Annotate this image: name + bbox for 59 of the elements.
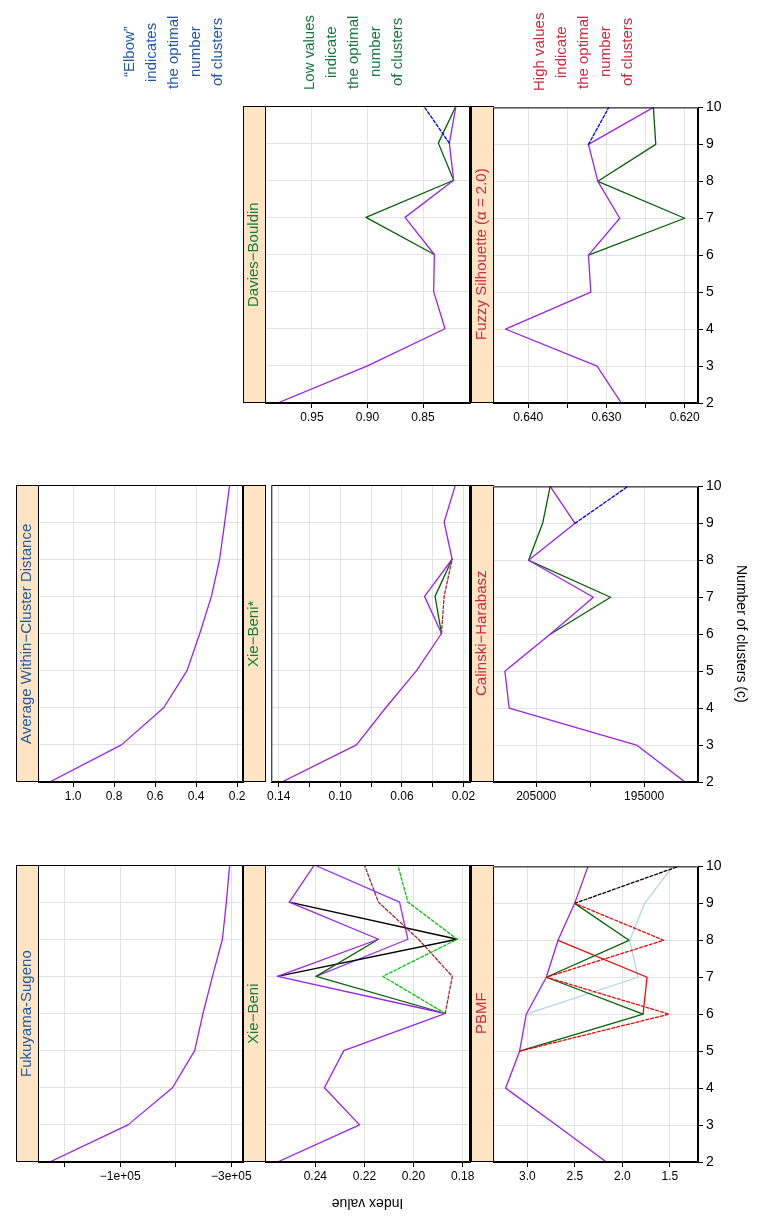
y-tick-label: 5	[706, 662, 714, 679]
x-tick-label: 195000	[624, 788, 665, 803]
x-axis-title: Index value	[330, 1196, 405, 1212]
x-tick-label: 0.6	[146, 788, 164, 803]
x-tick-label: 0.640	[513, 409, 544, 424]
x-tick-label: 2.0	[614, 1168, 632, 1183]
x-tick-label: 0.22	[352, 1168, 377, 1183]
y-tick-label: 2	[706, 772, 714, 789]
y-tick-label: 2	[706, 1152, 714, 1169]
y-tick-label: 9	[706, 514, 714, 531]
x-tick-label: 0.8	[105, 788, 123, 803]
y-tick-label: 6	[706, 625, 714, 642]
y-tick-label: 8	[706, 551, 714, 568]
text: “Elbow” indicates the optimal number of clusters	[119, 14, 226, 91]
y-tick-label: 6	[706, 1005, 714, 1022]
x-tick-label: 0.4	[187, 788, 205, 803]
x-tick-label: 0.85	[411, 409, 436, 424]
x-tick-label: −1e+05	[99, 1168, 141, 1183]
y-tick-label: 3	[706, 1115, 714, 1132]
y-tick-label: 8	[706, 931, 714, 948]
y-tick-label: 9	[706, 894, 714, 911]
x-tick-label: 0.24	[303, 1168, 328, 1183]
y-tick-label: 5	[706, 1042, 714, 1059]
x-tick-label: 0.630	[591, 409, 622, 424]
y-tick-label: 8	[706, 172, 714, 189]
y-tick-label: 4	[706, 698, 714, 715]
x-tick-label: 0.20	[401, 1168, 426, 1183]
y-tick-label: 4	[706, 319, 714, 336]
y-tick-label: 9	[706, 135, 714, 152]
x-tick-label: −3e+05	[210, 1168, 253, 1183]
x-tick-label: 2.5	[566, 1168, 584, 1183]
y-tick-label: 6	[706, 246, 714, 263]
text: Low values indicate the optimal number of clusters	[299, 13, 406, 92]
y-axis-title: Number of clusters (c)	[734, 563, 750, 705]
x-tick-label: 0.620	[669, 409, 701, 424]
y-tick-label: 10	[706, 477, 722, 494]
x-tick-label: 0.18	[450, 1168, 475, 1183]
x-tick-label: 0.14	[267, 788, 291, 803]
x-tick-label: 0.06	[390, 788, 414, 803]
y-tick-label: 10	[706, 857, 722, 874]
text: High values indicate the optimal number of clusters	[529, 11, 636, 94]
x-tick-label: 0.02	[451, 788, 476, 803]
x-tick-label: 1.0	[64, 788, 82, 803]
y-tick-label: 3	[706, 356, 714, 373]
y-tick-label: 3	[706, 735, 714, 752]
x-tick-label: 0.90	[355, 409, 380, 424]
x-tick-label: 0.95	[300, 409, 324, 424]
x-tick-label: 1.5	[661, 1168, 679, 1183]
y-tick-label: 7	[706, 209, 714, 226]
x-tick-label: 205000	[516, 788, 557, 803]
x-tick-label: 0.10	[328, 788, 353, 803]
y-tick-label: 2	[706, 393, 714, 410]
x-tick-label: 0.2	[228, 788, 246, 803]
y-tick-label: 4	[706, 1078, 714, 1095]
y-tick-label: 10	[706, 98, 722, 115]
y-tick-label: 7	[706, 968, 714, 985]
x-tick-label: 3.0	[518, 1168, 536, 1183]
y-tick-label: 7	[706, 588, 714, 605]
y-tick-label: 5	[706, 283, 714, 300]
